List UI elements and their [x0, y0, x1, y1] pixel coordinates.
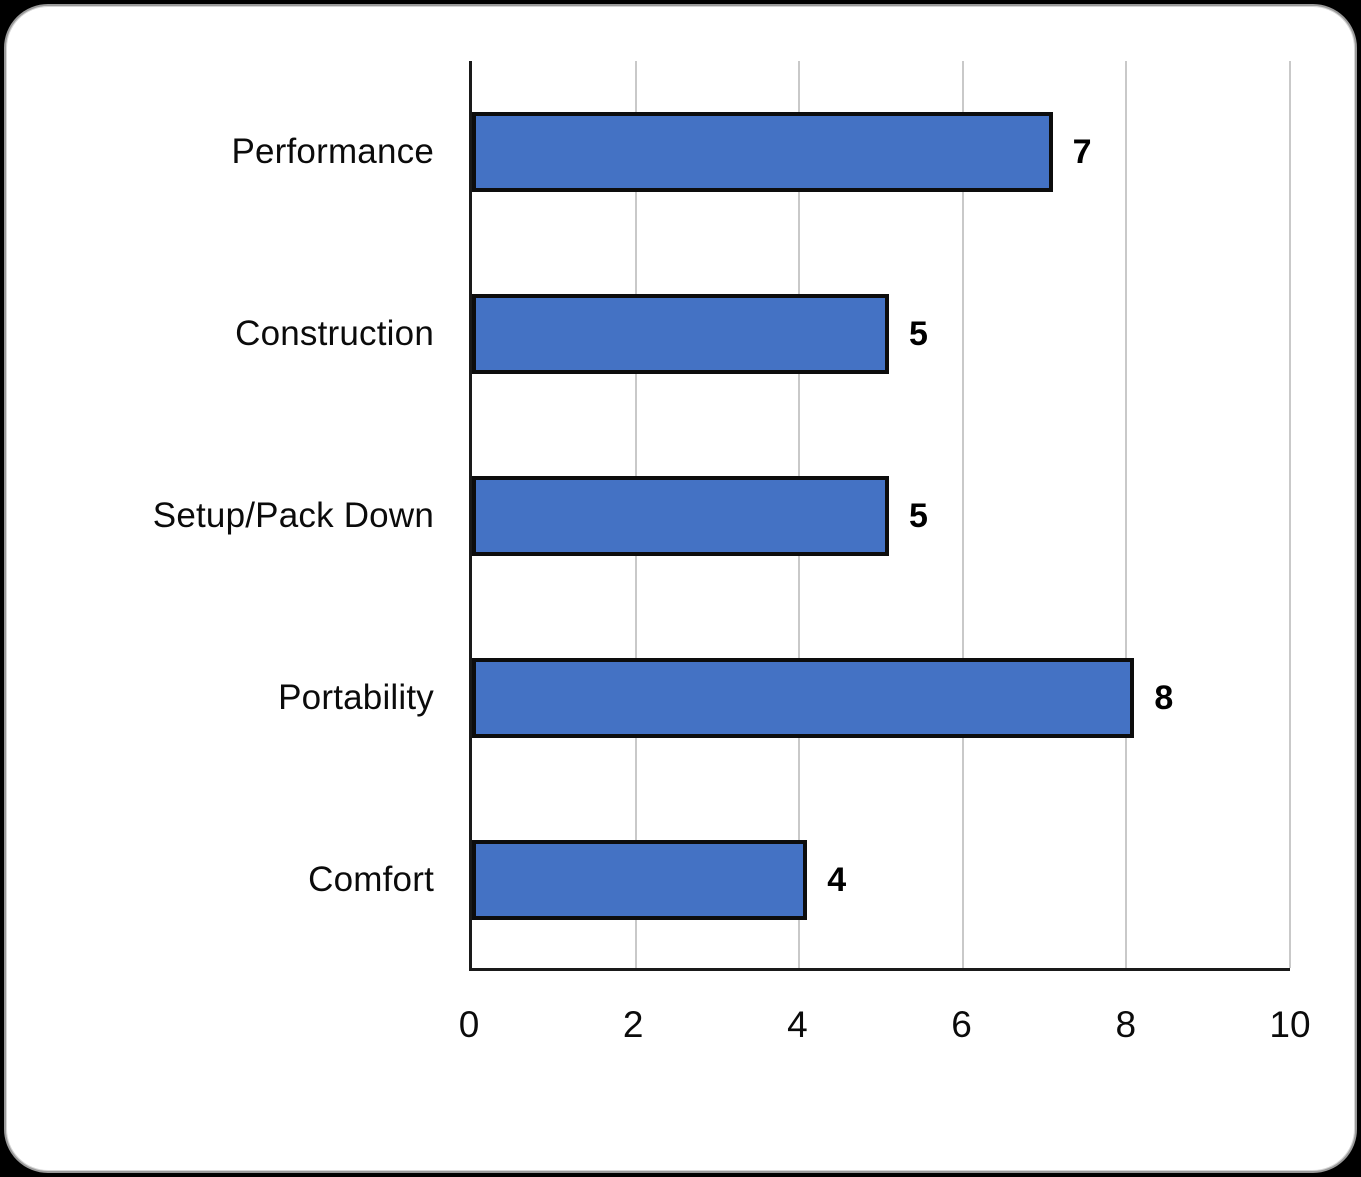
- category-label-performance: Performance: [231, 132, 434, 171]
- band-portability: 8: [472, 607, 1290, 789]
- x-tick-label-2: 2: [622, 1004, 644, 1045]
- bar-setup-pack-down: [472, 476, 889, 556]
- x-axis-tick-labels: 0 2 4 6 8 10: [459, 1004, 1311, 1052]
- plot-area: 7 5 5 8 4: [469, 61, 1291, 971]
- x-tick-label-0: 0: [458, 1004, 480, 1045]
- x-tick-label-10: 10: [1269, 1004, 1311, 1045]
- x-tick-label-8: 8: [1115, 1004, 1137, 1045]
- bar-performance: [472, 112, 1053, 192]
- band-setup-pack-down: 5: [472, 425, 1290, 607]
- gridline-6: [961, 61, 964, 968]
- category-label-comfort: Comfort: [308, 860, 434, 899]
- band-performance: 7: [472, 61, 1290, 243]
- bar-construction: [472, 294, 889, 374]
- value-label-setup-pack-down: 5: [909, 496, 928, 535]
- category-label-construction: Construction: [235, 314, 434, 353]
- gridline-8: [1125, 61, 1128, 968]
- category-label-portability: Portability: [278, 678, 434, 717]
- category-label-setup-pack-down: Setup/Pack Down: [152, 496, 434, 535]
- x-tick-label-4: 4: [787, 1004, 808, 1045]
- band-construction: 5: [472, 243, 1290, 425]
- y-axis-category-labels: Performance Construction Setup/Pack Down…: [6, 61, 434, 971]
- chart-panel: 7 5 5 8 4 Performance Construction Setup…: [4, 4, 1357, 1173]
- value-label-portability: 8: [1154, 678, 1174, 717]
- band-comfort: 4: [472, 789, 1290, 971]
- bar-comfort: [472, 840, 808, 920]
- value-label-comfort: 4: [827, 860, 847, 899]
- gridline-10: [1289, 61, 1291, 968]
- bar-portability: [472, 658, 1135, 738]
- x-tick-label-6: 6: [951, 1004, 972, 1045]
- value-label-performance: 7: [1072, 132, 1092, 171]
- value-label-construction: 5: [909, 314, 928, 353]
